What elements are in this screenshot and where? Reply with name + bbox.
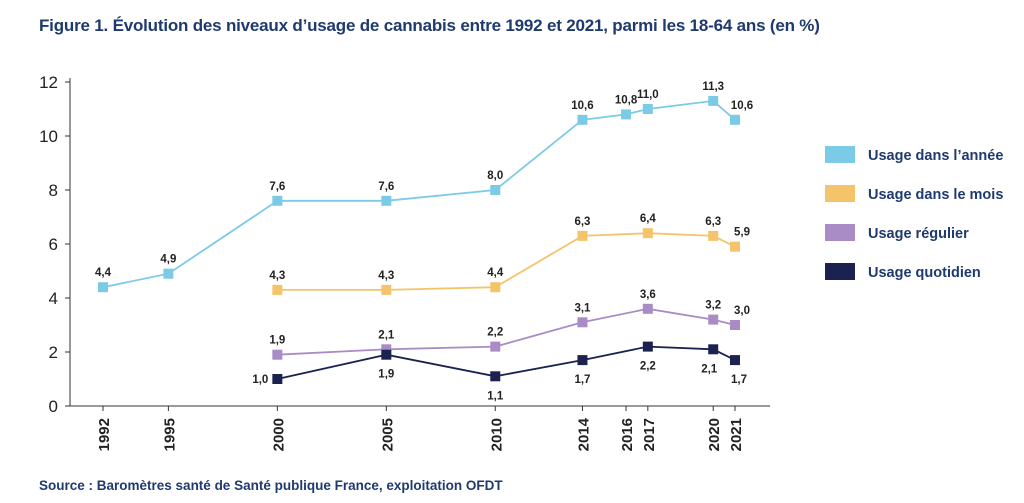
data-label: 6,4	[640, 213, 657, 225]
data-label: 4,3	[378, 270, 394, 282]
legend-label: Usage dans le mois	[868, 187, 1003, 203]
data-label: 2,2	[487, 327, 503, 339]
x-tick-label: 2016	[619, 418, 636, 451]
data-label: 1,7	[731, 374, 747, 386]
legend-swatch	[825, 263, 855, 280]
data-label: 1,9	[378, 369, 394, 381]
data-label: 1,0	[252, 374, 268, 386]
legend-label: Usage régulier	[868, 226, 969, 242]
x-tick-label: 1995	[161, 418, 178, 451]
data-point	[577, 355, 588, 366]
data-point	[642, 341, 653, 352]
data-point	[642, 228, 653, 239]
data-point	[490, 185, 501, 195]
legend-swatch	[825, 224, 855, 241]
data-label: 4,4	[95, 267, 112, 279]
data-label: 4,4	[487, 267, 504, 279]
x-tick-label: 2010	[488, 418, 505, 451]
data-point	[381, 349, 392, 360]
data-point	[730, 320, 740, 330]
data-point	[490, 282, 501, 293]
data-point	[272, 374, 283, 384]
data-label: 10,6	[571, 100, 593, 112]
data-label: 11,0	[637, 89, 659, 101]
chart-axes: 0 2 4 6 8 10 12 1992 1995 2000 2005 2010 2014 2016 201…	[39, 73, 770, 451]
data-point	[381, 344, 392, 355]
x-tick-label: 2017	[641, 418, 658, 451]
data-label: 3,6	[640, 289, 656, 301]
data-label: 11,3	[702, 81, 724, 93]
data-label: 10,6	[731, 100, 753, 112]
data-label: 3,1	[574, 302, 591, 314]
data-point	[381, 195, 392, 206]
series-line	[102, 99, 736, 289]
data-label: 8,0	[487, 170, 503, 182]
x-tick-label: 2000	[270, 418, 287, 451]
data-label: 7,6	[269, 181, 285, 193]
data-point	[490, 371, 501, 382]
data-point	[272, 195, 283, 206]
data-label: 4,3	[269, 270, 285, 282]
chart-source: Source : Baromètres santé de Santé publi…	[39, 478, 503, 493]
data-label: 10,8	[615, 94, 638, 106]
data-point	[577, 317, 588, 328]
series-lines	[102, 99, 736, 380]
legend-label: Usage dans l’année	[868, 148, 1003, 164]
legend: Usage dans l’année Usage dans le mois Usag…	[825, 146, 1003, 281]
x-tick-label: 2014	[575, 417, 592, 451]
y-tick-label: 10	[39, 127, 58, 146]
data-label: 1,7	[574, 374, 590, 386]
y-tick-label: 6	[49, 235, 58, 254]
data-point	[708, 95, 719, 106]
data-label: 2,1	[701, 363, 718, 375]
y-tick-label: 12	[39, 73, 58, 92]
data-label: 1,9	[269, 335, 285, 347]
y-tick-label: 8	[49, 181, 58, 200]
line-chart: 0 2 4 6 8 10 12 1992 1995 2000 2005 2010 2014 2016 201…	[39, 73, 1003, 451]
data-point	[708, 344, 719, 355]
data-point	[642, 303, 653, 314]
data-point	[730, 355, 740, 366]
data-label: 7,6	[378, 181, 394, 193]
data-point	[730, 241, 740, 252]
data-point	[621, 109, 632, 120]
data-point	[642, 104, 653, 114]
data-point	[381, 284, 392, 295]
data-point	[272, 284, 283, 295]
data-point	[730, 114, 740, 125]
data-labels: 4,4 4,9 7,6 7,6 8,0 10,6 10,8 11,0 11,3 10,6 4,3 4,…	[95, 81, 753, 402]
data-label: 3,0	[734, 305, 750, 317]
data-point	[708, 230, 719, 241]
data-label: 6,3	[574, 216, 590, 228]
chart-title: Figure 1. Évolution des niveaux d’usage …	[39, 16, 820, 35]
data-point	[577, 230, 588, 241]
legend-swatch	[825, 146, 855, 163]
data-point	[163, 268, 174, 279]
data-point	[577, 114, 588, 125]
data-label: 4,9	[160, 254, 176, 266]
legend-swatch	[825, 185, 855, 202]
x-tick-label: 2020	[706, 418, 723, 451]
x-tick-label: 2005	[379, 418, 396, 451]
data-point	[708, 314, 719, 325]
y-tick-label: 0	[49, 397, 58, 416]
x-tick-label: 1992	[96, 418, 113, 451]
data-label: 2,1	[378, 329, 395, 341]
data-label: 1,1	[487, 390, 504, 402]
data-point	[272, 349, 283, 360]
data-label: 5,9	[734, 227, 750, 239]
data-label: 6,3	[705, 216, 721, 228]
series-line	[277, 232, 736, 291]
y-tick-label: 2	[49, 343, 58, 362]
legend-label: Usage quotidien	[868, 265, 981, 281]
data-point	[98, 282, 108, 293]
y-tick-label: 4	[49, 289, 58, 308]
x-tick-label: 2021	[728, 418, 745, 451]
series-markers	[98, 95, 740, 384]
data-label: 3,2	[705, 300, 721, 312]
data-point	[490, 341, 501, 352]
data-label: 2,2	[640, 361, 656, 373]
